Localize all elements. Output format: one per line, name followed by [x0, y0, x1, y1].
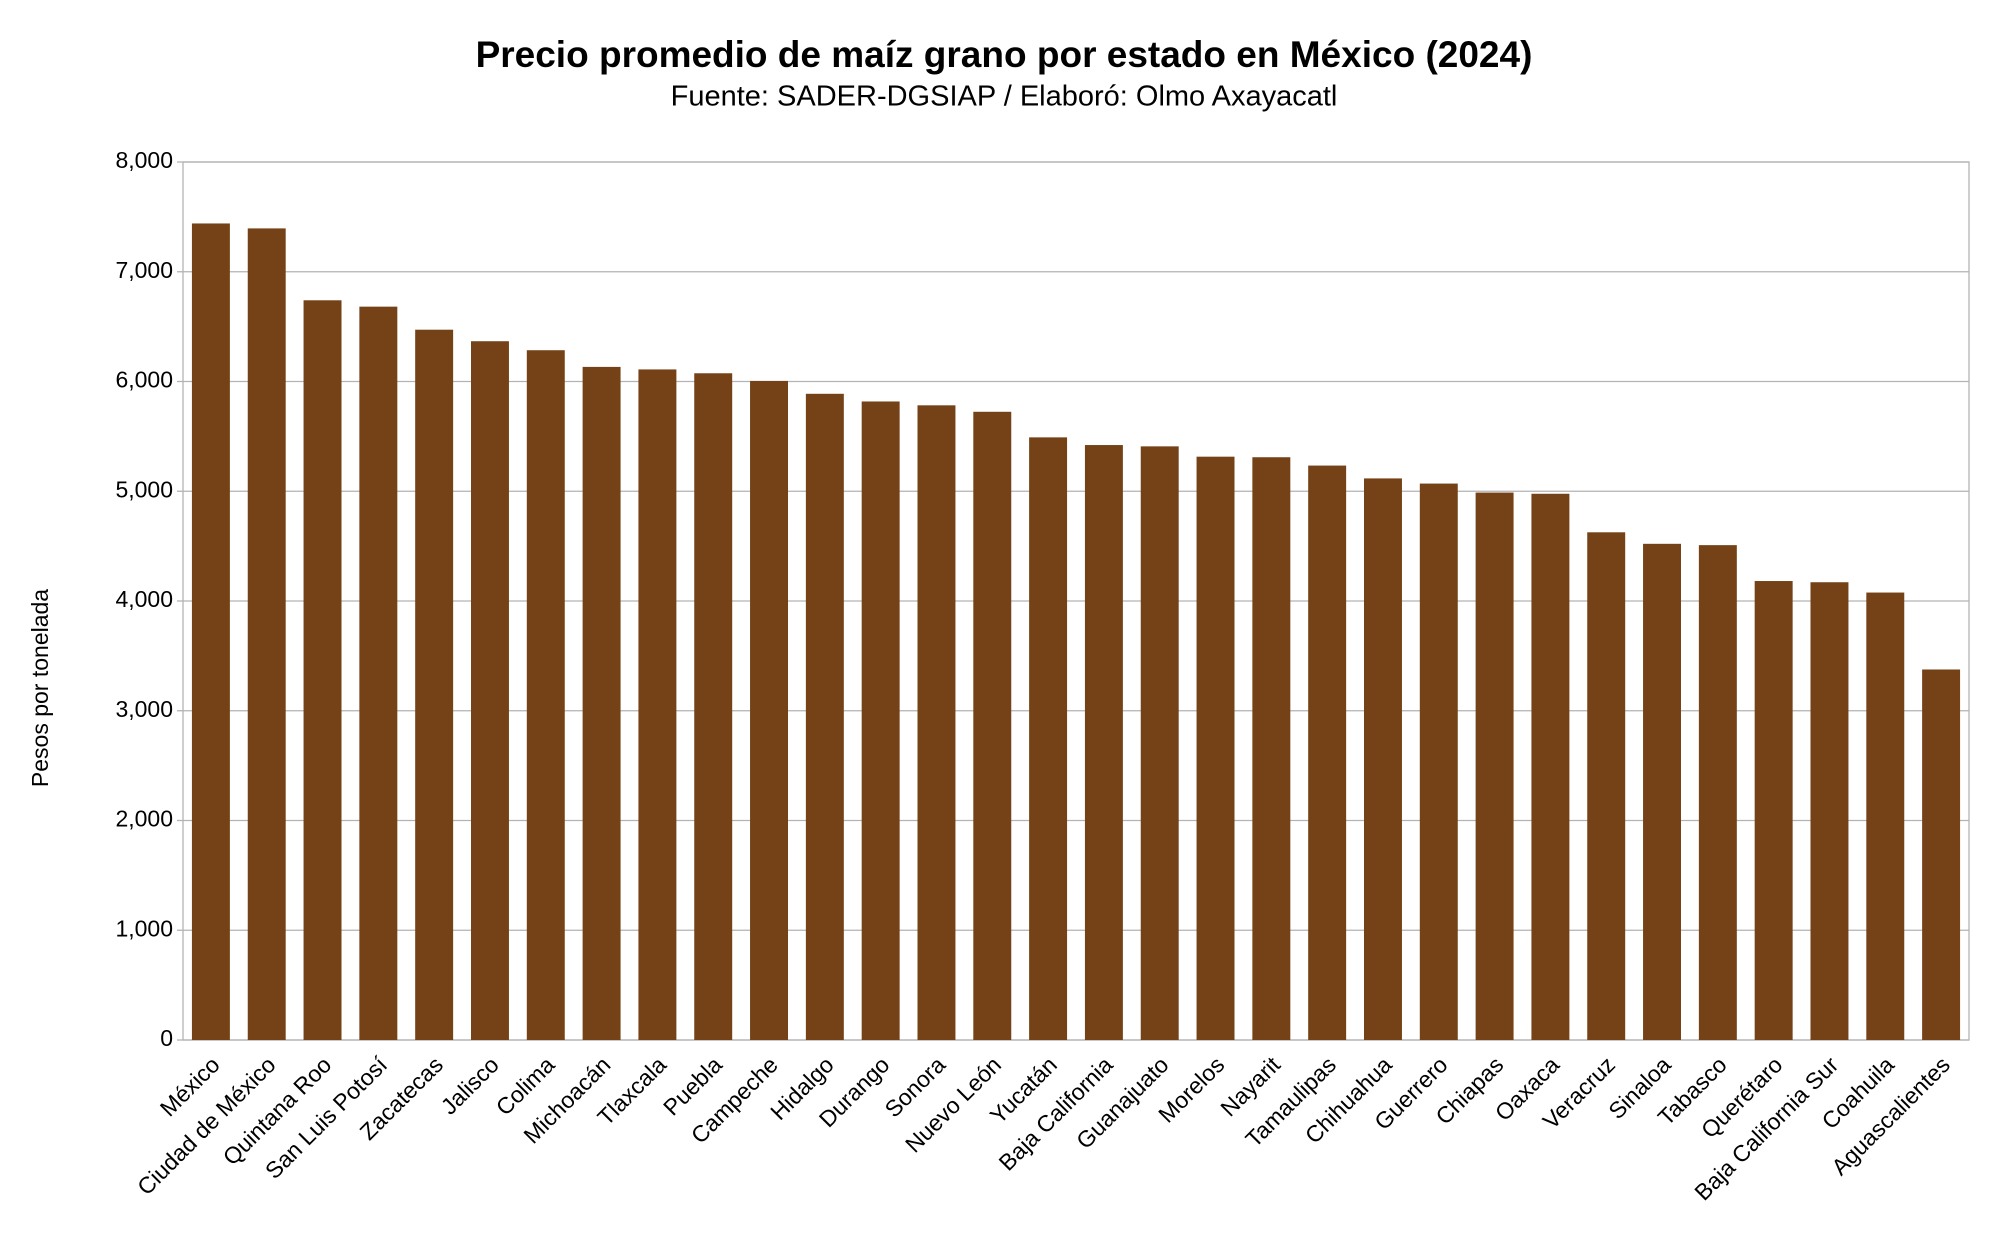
bar: [1029, 437, 1068, 1040]
y-tick-label: 2,000: [115, 806, 173, 832]
x-tick-label: Jalisco: [436, 1051, 504, 1119]
chart-subtitle: Fuente: SADER-DGSIAP / Elaboró: Olmo Axa…: [671, 81, 1338, 113]
bar: [415, 329, 454, 1040]
bar: [1140, 446, 1179, 1040]
bar: [303, 300, 342, 1040]
bar: [861, 401, 900, 1040]
bar: [526, 350, 565, 1040]
bar: [1196, 456, 1235, 1041]
bar: [917, 405, 956, 1040]
bar: [1084, 445, 1123, 1040]
bar: [750, 380, 789, 1040]
bar: [1308, 465, 1347, 1041]
y-tick-label: 6,000: [115, 367, 173, 393]
y-tick-label: 3,000: [115, 696, 173, 722]
bar: [1475, 492, 1514, 1040]
bar: [1698, 545, 1737, 1040]
bar: [805, 393, 844, 1040]
bar: [1419, 483, 1458, 1040]
bar: [1754, 581, 1793, 1040]
bar: [1810, 582, 1849, 1040]
bar: [359, 306, 398, 1040]
bar: [1531, 493, 1570, 1040]
bar: [1363, 478, 1402, 1040]
y-tick-label: 8,000: [115, 147, 173, 173]
bar: [1866, 592, 1905, 1040]
bar: [1587, 532, 1626, 1040]
bar: [694, 373, 733, 1040]
bar: [582, 366, 621, 1040]
bar: [638, 369, 677, 1040]
y-tick-label: 7,000: [115, 257, 173, 283]
bar: [1252, 457, 1291, 1040]
y-axis-label: Pesos por tonelada: [27, 589, 53, 787]
y-tick-label: 5,000: [115, 476, 173, 502]
bar: [470, 341, 509, 1040]
bar: [1643, 543, 1682, 1040]
y-tick-label: 4,000: [115, 586, 173, 612]
bar: [1922, 669, 1961, 1040]
y-tick-label: 1,000: [115, 915, 173, 941]
bar: [247, 228, 286, 1040]
bar: [973, 411, 1012, 1040]
chart-title: Precio promedio de maíz grano por estado…: [476, 34, 1533, 75]
bar: [191, 223, 230, 1040]
y-tick-label: 0: [160, 1025, 173, 1051]
